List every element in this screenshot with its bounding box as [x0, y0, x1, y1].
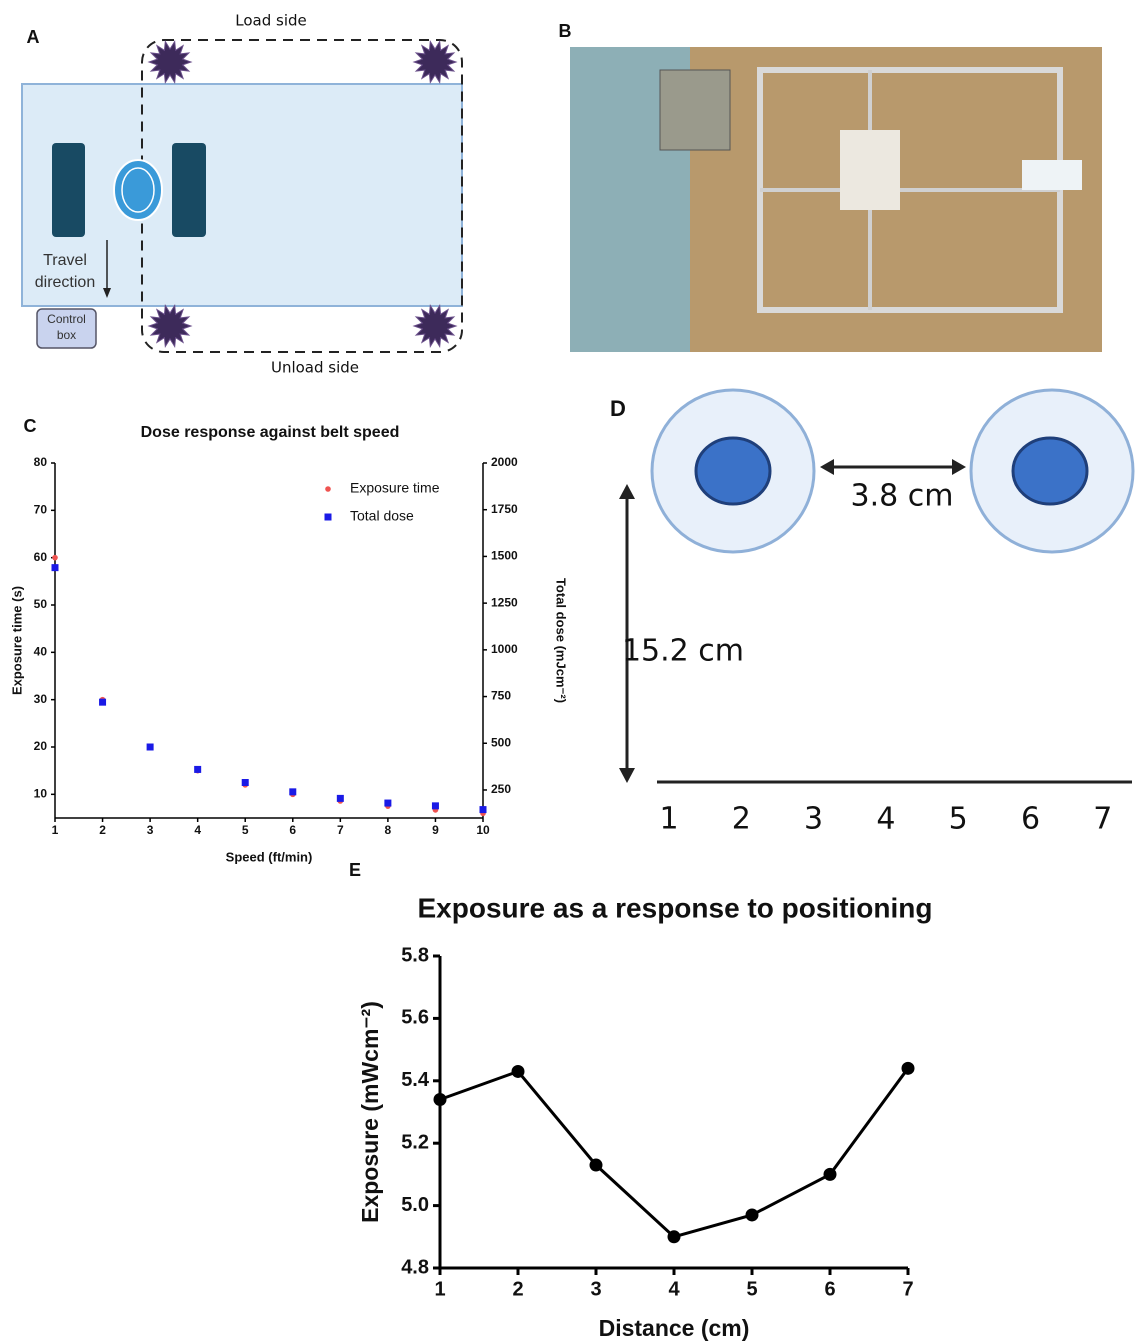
x-tick-label: 10 [476, 823, 490, 837]
y-tick-label: 10 [34, 787, 48, 801]
x-tick-label: 3 [147, 823, 154, 837]
x-tick-label: 7 [902, 1278, 913, 1300]
load-side-label: Load side [235, 12, 306, 30]
data-point [242, 779, 249, 786]
y-tick-label: 20 [34, 739, 48, 753]
data-point [384, 800, 391, 807]
data-point [289, 788, 296, 795]
y2-tick-label: 1750 [491, 502, 518, 516]
data-point [337, 795, 344, 802]
y2-tick-label: 1000 [491, 642, 518, 656]
y-tick-label: 5.8 [401, 944, 429, 966]
y-tick-label: 50 [34, 597, 48, 611]
figure-canvas: Load side Unload side 3.8 cm 15.2 cm A B C… [0, 0, 1139, 1342]
x-tick-label: 2 [512, 1278, 523, 1300]
chart-title: Dose response against belt speed [141, 424, 400, 441]
panel-label: A [27, 27, 40, 47]
data-point [434, 1093, 447, 1106]
y-tick-label: 5.0 [401, 1194, 429, 1216]
panel-a-diagram [22, 40, 462, 352]
panel-label: D [610, 396, 626, 421]
x-tick-label: 4 [668, 1278, 680, 1300]
y-tick-label: 30 [34, 692, 48, 706]
y-tick-label: 80 [34, 455, 48, 469]
x-tick-label: 2 [99, 823, 106, 837]
data-point [194, 766, 201, 773]
control-box-label: Control box [39, 311, 94, 343]
x-tick-label: 9 [432, 823, 439, 837]
data-point [902, 1062, 915, 1075]
legend-marker [325, 486, 331, 492]
y-tick-label: 60 [34, 550, 48, 564]
x-tick-label: 7 [337, 823, 344, 837]
uv-lamp [414, 306, 456, 347]
figure: Load side Unload side 3.8 cm 15.2 cm A B C… [0, 0, 1139, 1342]
uv-lamp [414, 42, 456, 83]
data-point [99, 699, 106, 706]
data-point [668, 1230, 681, 1243]
panel-label: B [559, 21, 572, 41]
uv-lamp [149, 306, 191, 347]
uv-lamp [149, 42, 191, 83]
unload-side-label: Unload side [271, 359, 359, 377]
spacing-label: 3.8 cm [851, 479, 954, 514]
x-tick-label: 4 [194, 823, 201, 837]
x-tick-label: 1 [434, 1278, 445, 1300]
panel-b-photo [570, 47, 1102, 352]
y2-axis-label: Total dose (mJcm⁻²) [554, 578, 569, 703]
data-point [147, 744, 154, 751]
x-tick-label: 6 [824, 1278, 835, 1300]
data-point [52, 564, 59, 571]
position-label: 4 [876, 802, 895, 837]
legend-label: Total dose [350, 508, 414, 524]
y2-tick-label: 250 [491, 782, 511, 796]
data-point [52, 555, 58, 561]
x-tick-label: 3 [590, 1278, 601, 1300]
y-axis-label: Exposure (mWcm⁻²) [357, 1001, 383, 1223]
y-tick-label: 4.8 [401, 1256, 429, 1278]
y-tick-label: 5.2 [401, 1131, 429, 1153]
x-tick-label: 1 [52, 823, 59, 837]
panel-label: C [24, 416, 37, 436]
y2-tick-label: 500 [491, 735, 511, 749]
data-point [512, 1065, 525, 1078]
position-label: 3 [804, 802, 823, 837]
x-tick-label: 8 [385, 823, 392, 837]
legend-marker [325, 514, 332, 521]
position-label: 1 [659, 802, 678, 837]
y-tick-label: 40 [34, 645, 48, 659]
position-label: 2 [732, 802, 751, 837]
y-tick-label: 5.6 [401, 1007, 429, 1029]
x-tick-label: 5 [746, 1278, 757, 1300]
y2-tick-label: 2000 [491, 455, 518, 469]
y-axis-label: Exposure time (s) [9, 586, 24, 695]
data-point [824, 1168, 837, 1181]
data-line [440, 1068, 908, 1236]
x-tick-label: 5 [242, 823, 249, 837]
legend-label: Exposure time [350, 480, 440, 496]
data-point [746, 1208, 759, 1221]
data-point [480, 806, 487, 813]
x-tick-label: 6 [289, 823, 296, 837]
x-axis-label: Speed (ft/min) [226, 849, 313, 864]
panel-label: E [349, 860, 361, 880]
travel-direction-label: Travel direction [22, 250, 108, 294]
chart-title: Exposure as a response to positioning [418, 892, 933, 923]
y2-tick-label: 1250 [491, 595, 518, 609]
position-label: 6 [1021, 802, 1040, 837]
panel-d-diagram [619, 390, 1133, 783]
x-axis-label: Distance (cm) [599, 1315, 750, 1341]
position-label: 7 [1093, 802, 1112, 837]
position-label: 5 [949, 802, 968, 837]
data-point [432, 802, 439, 809]
y2-tick-label: 750 [491, 689, 511, 703]
height-label: 15.2 cm [622, 634, 744, 669]
y-tick-label: 70 [34, 503, 48, 517]
y-tick-label: 5.4 [401, 1069, 430, 1091]
y2-tick-label: 1500 [491, 549, 518, 563]
data-point [590, 1159, 603, 1172]
